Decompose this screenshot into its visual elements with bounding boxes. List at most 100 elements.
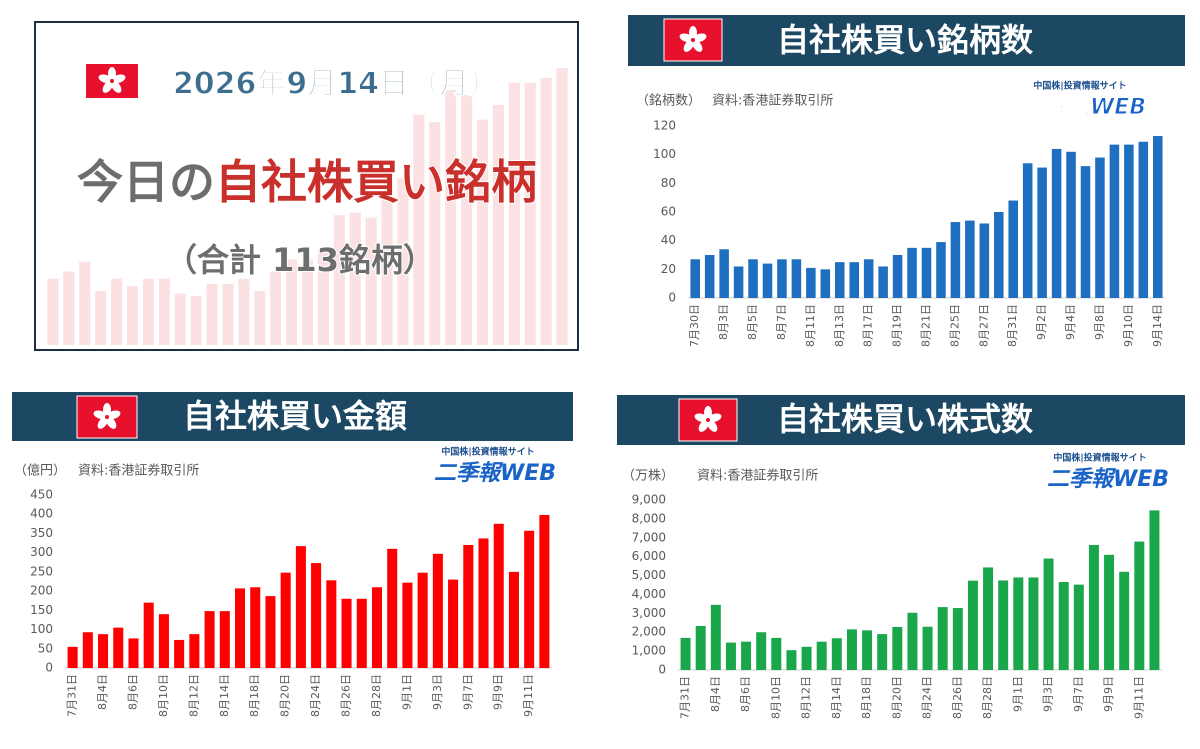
x-tick-label: 7月31日 [66,674,79,717]
background-bar [461,95,473,345]
x-tick-label: 9月4日 [1064,304,1077,340]
bar [448,579,459,668]
x-tick-label: 9月3日 [431,674,444,710]
y-tick-label: 350 [30,526,53,540]
bar [1104,554,1115,670]
bar [1022,163,1033,298]
y-tick-label: 0 [658,663,666,677]
bar [280,572,291,668]
bar [371,587,383,668]
x-tick-label: 8月13日 [833,304,846,347]
logo: 中国株|投資情報サイト 二季報WEB [434,446,556,487]
background-bar [365,217,377,345]
bar [922,626,933,670]
bar [1051,148,1062,298]
x-tick-label: 8月21日 [920,304,933,347]
bar [892,255,903,298]
bar [967,580,978,670]
bar [994,212,1004,298]
bar [189,634,200,668]
source: 資料:香港証券取引所 [78,463,199,479]
bar [234,588,246,668]
x-tick-label: 8月11日 [804,304,817,347]
bar [862,630,873,670]
bar [1088,544,1099,670]
background-bar [79,261,91,345]
y-tick-label: 40 [661,233,676,247]
y-tick-label: 80 [661,176,676,190]
bar [508,571,519,668]
bar [846,629,857,670]
bar [1043,558,1054,670]
bar [1073,584,1084,670]
bar [1095,157,1105,298]
bar [863,259,874,298]
x-tick-label: 8月14日 [218,674,231,717]
x-tick-label: 8月24日 [921,676,934,719]
bar [341,598,352,668]
x-tick-label: 8月6日 [739,676,752,712]
y-tick-label: 400 [30,507,53,521]
logo-name: 二季報WEB [1047,467,1169,492]
bar [695,625,706,670]
x-tick-label: 8月20日 [279,674,292,717]
bar [1153,136,1163,298]
bar [1134,541,1145,670]
x-tick-label: 9月7日 [1072,676,1085,712]
x-tick-label: 8月18日 [248,674,261,717]
x-tick-label: 9月11日 [522,674,535,717]
bar [725,642,736,670]
x-tick-label: 8月12日 [800,676,813,719]
bar [733,266,744,298]
bar [710,604,721,670]
x-tick-label: 8月26日 [340,674,353,717]
bar [820,269,831,298]
background-bar [381,198,393,345]
x-tick-label: 7月31日 [679,676,692,719]
x-tick-label: 8月31日 [1006,304,1019,347]
bar [719,249,729,298]
y-tick-label: 4,000 [632,587,666,601]
bar [979,223,990,298]
background-bar [333,215,345,345]
logo-name: 二季報WEB [1024,95,1146,120]
bar [835,262,845,298]
bar [143,602,154,668]
background-bars [47,68,568,346]
x-tick-label: 8月10日 [769,676,782,719]
bar [524,530,535,668]
bar [1013,577,1024,670]
flag [76,395,138,439]
x-tick-label: 8月4日 [709,676,722,712]
x-tick-label: 8月24日 [309,674,322,717]
total: （合計 113銘柄） [165,241,435,279]
x-tick-label: 8月28日 [370,674,383,717]
y-tick-label: 9,000 [632,493,666,507]
bar [1124,144,1134,298]
y-tick-label: 20 [661,262,676,276]
x-tick-label: 9月1日 [400,674,413,710]
bar [113,627,124,668]
x-tick-label: 9月8日 [1093,304,1106,340]
background-bar [317,249,329,345]
bar [756,632,767,670]
logo: 中国株|投資情報サイト 二季報WEB [1047,452,1169,493]
x-tick-label: 9月3日 [1042,676,1055,712]
y-tick-label: 5,000 [632,568,666,582]
bar [1037,167,1047,298]
flag [678,398,738,442]
y-tick-label: 3,000 [632,606,666,620]
y-tick-label: 300 [30,545,53,559]
x-tick-label: 7月30日 [688,304,701,347]
bar [356,598,367,668]
bar [801,646,812,670]
bar [463,544,474,668]
y-axis-label: （銘柄数） [636,94,701,109]
bar [1058,581,1069,670]
bar [417,572,428,668]
y-tick-label: 450 [30,488,53,502]
bar [82,632,93,668]
bar [741,641,752,670]
x-tick-label: 8月28日 [981,676,994,719]
background-bar [222,283,234,345]
